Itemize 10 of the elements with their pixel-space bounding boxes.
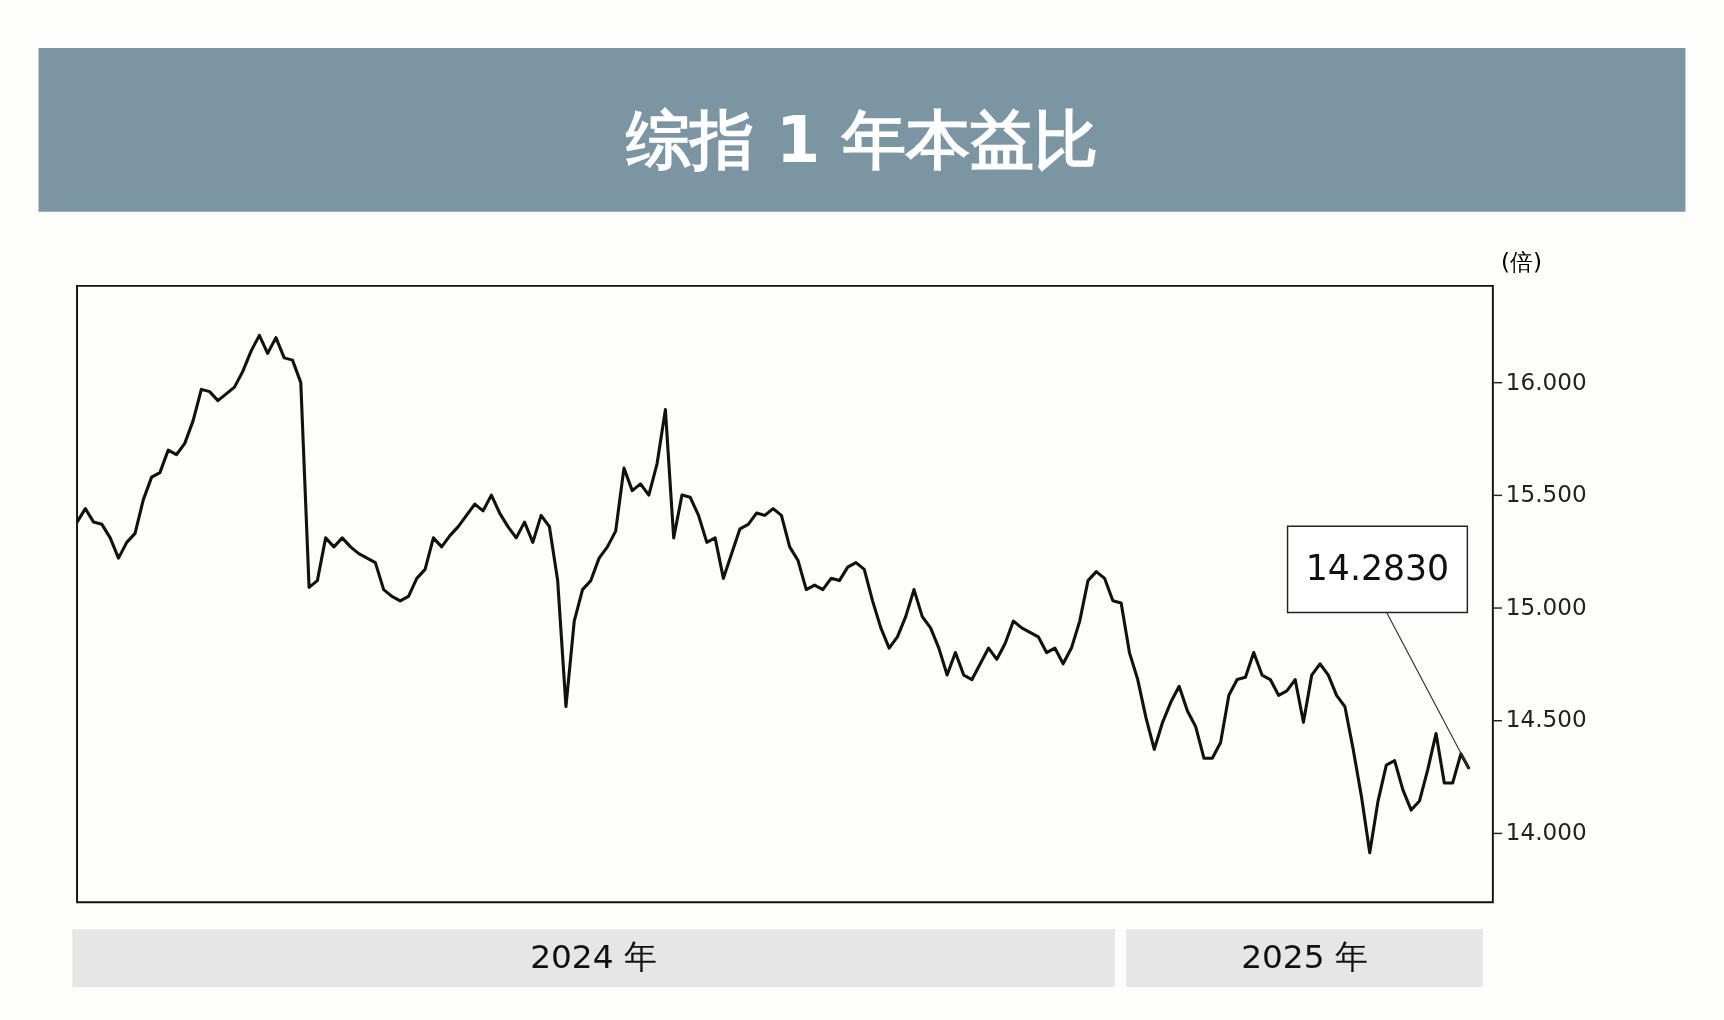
y-tick-label: 14.000 bbox=[1505, 818, 1587, 845]
y-tick-label: 14.500 bbox=[1505, 706, 1587, 733]
y-axis-title: (倍) bbox=[1501, 248, 1543, 275]
y-tick-label: 15.000 bbox=[1505, 593, 1587, 620]
chart-title: 综指 1 年本益比 bbox=[624, 102, 1099, 177]
annotation: 14.2830 bbox=[1305, 548, 1450, 589]
text: 2024 年 bbox=[530, 937, 657, 976]
y-tick-label: 16.000 bbox=[1505, 368, 1587, 395]
y-tick-label: 15.500 bbox=[1505, 481, 1587, 508]
text: 2025 年 bbox=[1241, 937, 1368, 976]
